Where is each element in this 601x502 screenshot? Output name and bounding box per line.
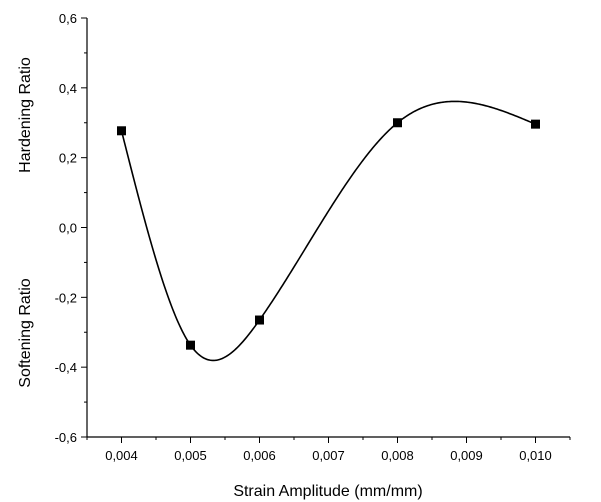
data-point xyxy=(255,315,264,325)
y-axis-title-hardening: Hardening Ratio xyxy=(17,57,34,173)
x-tick-label: 0,008 xyxy=(381,448,414,463)
y-axis: -0,6 -0,4 -0,2 0,0 0,2 0,4 0,6 xyxy=(55,11,87,445)
x-tick-label: 0,006 xyxy=(243,448,276,463)
y-tick-label: -0,2 xyxy=(55,290,77,305)
x-tick-label: 0,005 xyxy=(174,448,207,463)
data-point xyxy=(531,119,540,129)
data-point xyxy=(393,118,402,128)
x-tick-label: 0,010 xyxy=(519,448,552,463)
data-point xyxy=(186,340,195,350)
y-tick-label: 0,4 xyxy=(59,81,77,96)
x-tick-label: 0,009 xyxy=(450,448,483,463)
x-tick-label: 0,007 xyxy=(312,448,345,463)
y-tick-label: -0,6 xyxy=(55,430,77,445)
y-tick-label: 0,0 xyxy=(59,221,77,236)
series-markers xyxy=(117,118,540,350)
x-axis-title: Strain Amplitude (mm/mm) xyxy=(233,483,422,500)
y-axis-title-softening: Softening Ratio xyxy=(17,278,34,388)
y-tick-label: 0,6 xyxy=(59,11,77,26)
x-axis: 0,004 0,005 0,006 0,007 0,008 0,009 0,010 xyxy=(86,437,571,463)
y-tick-label: -0,4 xyxy=(55,360,77,375)
data-point xyxy=(117,126,126,136)
x-tick-label: 0,004 xyxy=(105,448,138,463)
y-tick-label: 0,2 xyxy=(59,151,77,166)
